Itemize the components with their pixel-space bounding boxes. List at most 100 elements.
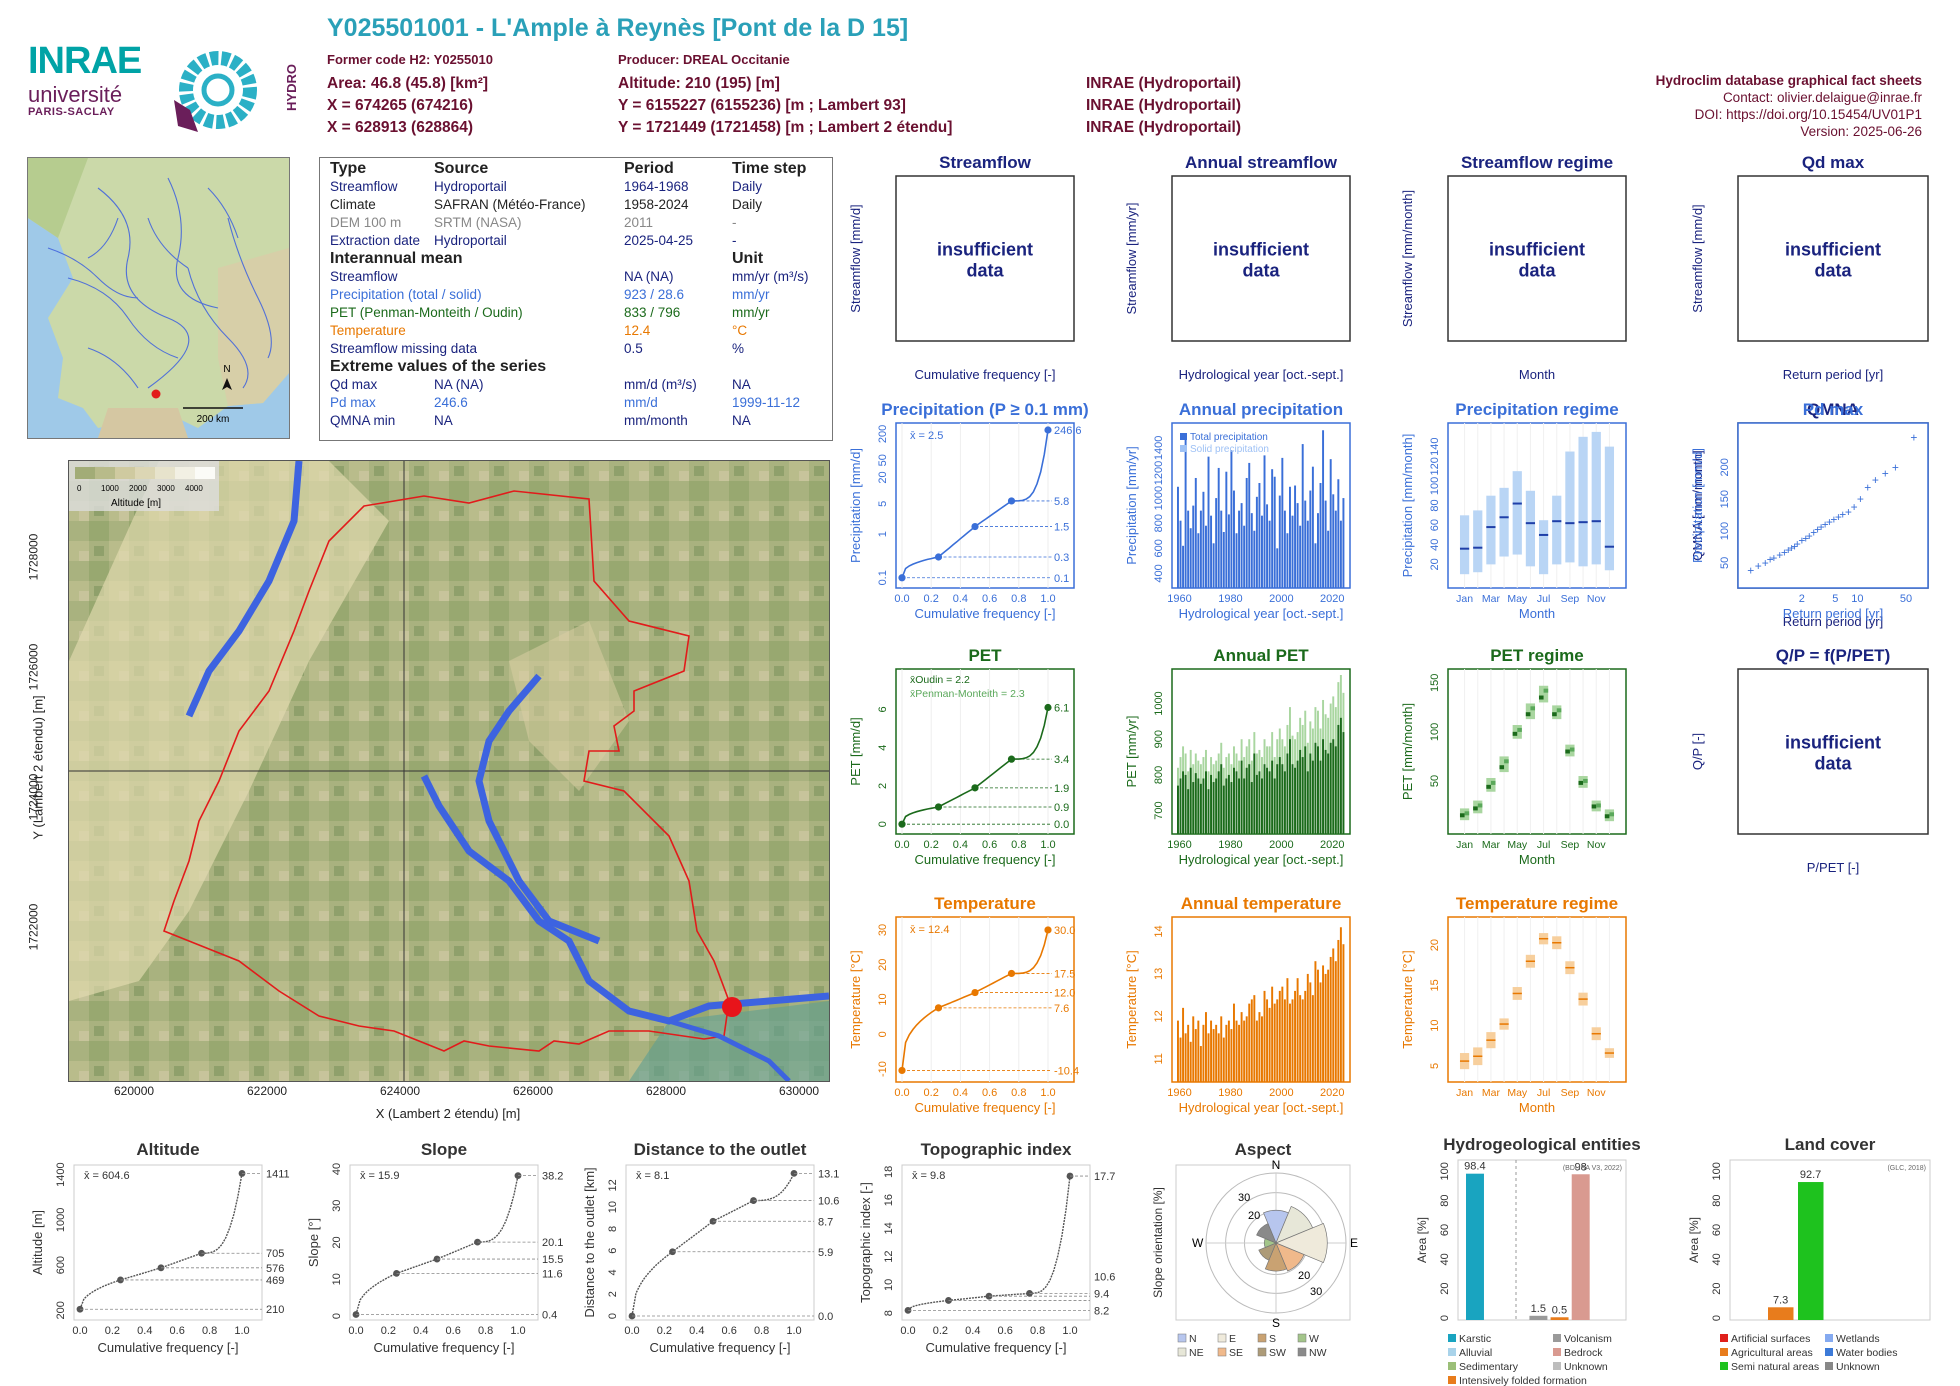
rose-direction-label: S [1272,1316,1280,1330]
legend-swatch [1720,1334,1728,1342]
y-tick-label: 140 [1429,437,1441,455]
chart-title: Aspect [1235,1140,1292,1159]
y-axis-label: Temperature [°C] [848,950,863,1048]
x-tick-label: Nov [1587,1087,1606,1099]
outlet-marker-icon [722,997,742,1017]
contact: Contact: olivier.delaigue@inrae.fr [1722,90,1922,105]
regime-penman [1464,811,1470,816]
mean-label: x̄ = 604.6 [84,1170,130,1182]
y-tick-label: 11 [1153,1053,1165,1064]
extreme-date: NA [732,377,751,392]
legend-label: Total precipitation [1190,432,1268,443]
y-tick-label: 20 [1429,558,1441,570]
table-row: Streamflow Hydroportail 1964-1968 Daily [330,178,832,196]
chart-title: Topographic index [921,1140,1072,1159]
y-axis-label: Precipitation [mm/d] [1690,448,1705,563]
x-tick-label: Mar [1482,839,1501,851]
regime-penman [1543,688,1549,693]
bar [1309,982,1312,1082]
north-label: N [223,364,230,375]
bar [1189,767,1192,834]
legend-label: Wetlands [1836,1333,1880,1345]
quantile-label: 11.6 [542,1268,563,1280]
bar [1253,530,1256,588]
x-tick-label: Sep [1561,1087,1580,1099]
legend-label: NE [1189,1347,1204,1359]
bar [1268,520,1271,588]
x-tick-label: Mar [1482,593,1501,605]
y-tick-label: 400 [1153,564,1165,582]
plot-frame [895,668,1075,835]
quantile-label: 246.6 [1054,425,1082,437]
insufficient-label: data [1242,261,1280,281]
regime-range [1604,446,1615,571]
quantile-label: 30.0 [1054,925,1075,937]
x-tick-label: 1960 [1167,839,1191,851]
bar [1243,1020,1246,1082]
altitude: Altitude: 210 (195) [m] [618,75,780,92]
x-tick-label: 2020 [1320,593,1344,605]
former-code: Former code H2: Y0255010 [327,52,493,67]
legend-label: Solid precipitation [1190,444,1269,455]
x-axis-label: Month [1519,367,1555,382]
legend-swatch [1448,1348,1456,1356]
y-tick-label: 40 [1711,1253,1723,1265]
quantile-label: 1.9 [1054,783,1069,795]
bar [1177,1020,1179,1082]
bar [1337,724,1340,834]
x-tick-label: 0.2 [381,1325,396,1337]
bar [1222,1037,1225,1082]
y-axis-label: Topographic index [-] [858,1182,873,1303]
legend-label: Unknown [1836,1361,1880,1373]
bar [1235,1020,1238,1082]
bar [1258,1012,1261,1082]
bar-label: 98 [1574,1161,1586,1173]
mean-label: x̄ = 2.5 [910,430,943,442]
chart-title: Hydrogeological entities [1443,1135,1640,1154]
bar [1768,1307,1794,1320]
x-axis-label: Return period [yr] [1783,606,1883,621]
x-tick-label: 1960 [1167,1087,1191,1099]
quantile-label: 9.4 [1094,1288,1109,1300]
regime-range [1525,703,1536,720]
bar [1233,767,1235,834]
y-axis-label: Distance to the outlet [km] [582,1167,597,1317]
plot-frame [901,1164,1091,1321]
row-source: Hydroportail [434,179,507,194]
bar [1233,1003,1235,1082]
bar [1177,785,1179,834]
y-tick-label: 60 [1711,1224,1723,1236]
x-axis-label: Month [1519,606,1555,621]
legend-swatch [1448,1362,1456,1370]
x-tick-label: 0.8 [1011,1087,1026,1099]
bar [1304,746,1307,834]
bar [1261,778,1263,834]
bar [1202,778,1205,834]
bar [1248,462,1251,588]
cdf-line [907,1176,1071,1311]
bar [1314,742,1317,834]
empty-plot-frame [1171,175,1351,342]
legend-tick: 3000 [157,484,175,493]
legend-swatch [1720,1362,1728,1370]
page-title: Y025501001 - L'Ample à Reynès [Pont de l… [327,14,909,42]
x-tick-label: 0.0 [894,1087,909,1099]
bar [1220,1016,1223,1082]
bar [1334,510,1337,588]
data-point: + [1818,520,1825,534]
plot-frame [73,1164,263,1321]
legend-label: S [1269,1333,1276,1345]
hdr-source: Source [434,160,489,177]
bar [1304,990,1307,1082]
extreme-label: QMNA min [330,413,396,428]
rose-sector [1275,1242,1305,1272]
legend-swatch [1553,1348,1561,1356]
bar [1286,533,1289,588]
bar [1187,510,1190,588]
insufficient-label: data [1518,261,1556,281]
rose-direction-label: N [1272,1158,1281,1172]
table-row: Qd max NA (NA) mm/d (m³/s) NA [330,376,832,394]
bar [1311,466,1314,588]
data-point: + [1781,546,1788,560]
legend-swatch [1720,1348,1728,1356]
